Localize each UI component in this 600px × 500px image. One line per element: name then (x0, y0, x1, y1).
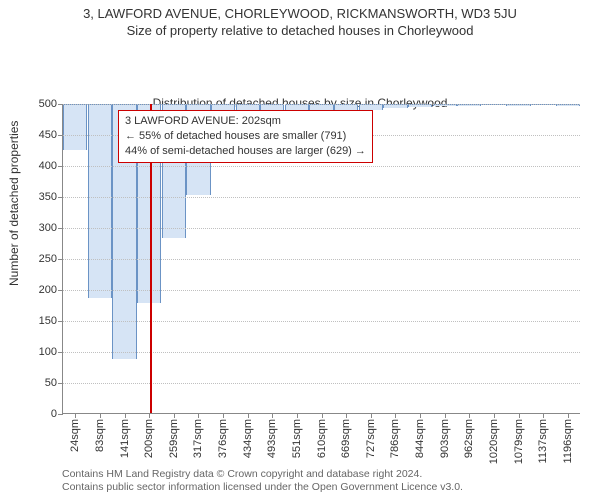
y-tick (58, 352, 63, 353)
y-tick-label: 150 (39, 315, 57, 327)
y-tick-label: 500 (39, 98, 57, 110)
x-tick (494, 413, 495, 418)
y-tick (58, 104, 63, 105)
x-tick (395, 413, 396, 418)
x-tick (543, 413, 544, 418)
y-tick (58, 414, 63, 415)
legal-footer: Contains HM Land Registry data © Crown c… (62, 468, 463, 494)
x-tick (272, 413, 273, 418)
y-tick (58, 197, 63, 198)
grid-line (63, 259, 580, 260)
histogram-bar (63, 104, 87, 150)
x-tick-label: 727sqm (365, 419, 377, 458)
x-tick (469, 413, 470, 418)
legal-line2: Contains public sector information licen… (62, 481, 463, 494)
legal-line1: Contains HM Land Registry data © Crown c… (62, 468, 463, 481)
y-tick (58, 259, 63, 260)
y-tick (58, 321, 63, 322)
y-tick-label: 350 (39, 191, 57, 203)
y-tick-label: 250 (39, 253, 57, 265)
grid-line (63, 166, 580, 167)
y-tick (58, 383, 63, 384)
x-tick-label: 844sqm (414, 419, 426, 458)
x-tick-label: 786sqm (389, 419, 401, 458)
x-tick-label: 200sqm (143, 419, 155, 458)
y-tick-label: 100 (39, 346, 57, 358)
x-tick-label: 903sqm (439, 419, 451, 458)
y-tick-label: 50 (45, 377, 57, 389)
y-tick (58, 135, 63, 136)
x-tick (75, 413, 76, 418)
x-tick (420, 413, 421, 418)
y-tick-label: 450 (39, 129, 57, 141)
x-tick-label: 317sqm (192, 419, 204, 458)
x-tick (248, 413, 249, 418)
grid-line (63, 321, 580, 322)
grid-line (63, 197, 580, 198)
histogram-chart: Number of detached properties 24sqm83sqm… (0, 96, 600, 476)
x-tick-label: 669sqm (340, 419, 352, 458)
x-tick-label: 376sqm (217, 419, 229, 458)
x-tick-label: 1196sqm (562, 419, 574, 463)
annotation-box: 3 LAWFORD AVENUE: 202sqm← 55% of detache… (118, 110, 373, 163)
x-tick-label: 83sqm (94, 419, 106, 452)
y-tick (58, 166, 63, 167)
y-tick (58, 228, 63, 229)
annotation-line: ← 55% of detached houses are smaller (79… (125, 129, 366, 144)
page-title-line2: Size of property relative to detached ho… (0, 23, 600, 38)
plot-area: 24sqm83sqm141sqm200sqm259sqm317sqm376sqm… (62, 104, 580, 414)
page-title-line1: 3, LAWFORD AVENUE, CHORLEYWOOD, RICKMANS… (0, 6, 600, 21)
x-tick (223, 413, 224, 418)
x-tick (125, 413, 126, 418)
x-tick-label: 1079sqm (513, 419, 525, 464)
x-tick (346, 413, 347, 418)
grid-line (63, 228, 580, 229)
x-tick (568, 413, 569, 418)
grid-line (63, 352, 580, 353)
x-tick (371, 413, 372, 418)
annotation-line: 3 LAWFORD AVENUE: 202sqm (125, 114, 366, 129)
x-tick (445, 413, 446, 418)
grid-line (63, 290, 580, 291)
x-tick (519, 413, 520, 418)
grid-line (63, 104, 580, 105)
y-tick (58, 290, 63, 291)
y-tick-label: 400 (39, 160, 57, 172)
x-tick (297, 413, 298, 418)
x-tick (100, 413, 101, 418)
y-tick-label: 0 (51, 408, 57, 420)
x-tick (198, 413, 199, 418)
x-tick-label: 1020sqm (488, 419, 500, 464)
x-tick (174, 413, 175, 418)
x-tick-label: 493sqm (266, 419, 278, 458)
x-tick (149, 413, 150, 418)
x-tick-label: 24sqm (69, 419, 81, 452)
annotation-line: 44% of semi-detached houses are larger (… (125, 144, 366, 159)
histogram-bar (88, 104, 112, 298)
x-tick-label: 259sqm (168, 419, 180, 458)
y-axis-title: Number of detached properties (7, 121, 21, 286)
x-tick-label: 141sqm (119, 419, 131, 458)
y-tick-label: 300 (39, 222, 57, 234)
y-tick-label: 200 (39, 284, 57, 296)
x-tick-label: 434sqm (242, 419, 254, 458)
grid-line (63, 383, 580, 384)
x-tick (322, 413, 323, 418)
x-tick-label: 551sqm (291, 419, 303, 458)
x-tick-label: 610sqm (316, 419, 328, 458)
x-tick-label: 962sqm (463, 419, 475, 458)
x-tick-label: 1137sqm (537, 419, 549, 463)
